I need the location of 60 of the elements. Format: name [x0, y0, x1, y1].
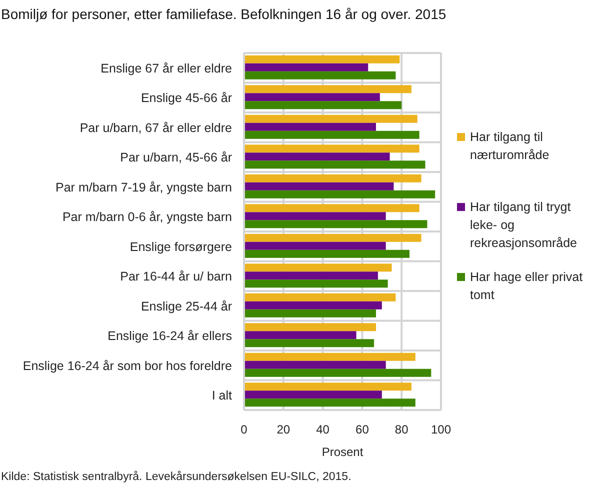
- bar: [244, 390, 382, 399]
- bar: [244, 122, 376, 131]
- bar: [244, 280, 388, 288]
- bar: [244, 250, 410, 258]
- bar: [244, 264, 392, 272]
- bar: [244, 331, 356, 340]
- x-tick-label: 80: [394, 422, 409, 437]
- x-axis-title: Prosent: [322, 445, 364, 459]
- bar: [244, 309, 376, 318]
- y-tick-label: Par 16-44 år u/ barn: [120, 270, 232, 284]
- y-tick-label: Par u/barn, 45-66 år: [120, 150, 232, 165]
- bar: [244, 398, 416, 407]
- bar: [244, 204, 420, 212]
- bar: [244, 301, 382, 310]
- y-tick-label: Enslige 25-44 år: [140, 299, 232, 314]
- x-tick-label: 60: [356, 422, 370, 437]
- y-tick-label: Enslige 16-24 år ellers: [108, 329, 232, 344]
- y-tick-label: Enslige 45-66 år: [140, 91, 232, 106]
- y-tick-label: I alt: [212, 388, 233, 403]
- bar: [244, 55, 400, 64]
- bar: [244, 63, 368, 72]
- legend-label: Har hage eller privat tomt: [470, 269, 584, 304]
- y-tick-label: Enslige 16-24 år som bor hos foreldre: [22, 358, 232, 373]
- bar: [244, 212, 386, 220]
- bar: [244, 174, 422, 182]
- bar: [244, 234, 422, 242]
- y-tick-label: Par m/barn 0-6 år, yngste barn: [62, 210, 232, 224]
- bar: [244, 93, 380, 102]
- bar: [244, 130, 420, 139]
- legend-label: Har tilgang til trygt leke- og rekreasjonsområde: [470, 199, 578, 252]
- bar: [244, 352, 416, 361]
- y-tick-label: Enslige forsørgere: [130, 240, 232, 254]
- x-tick-label: 100: [430, 422, 452, 437]
- x-tick-label: 20: [276, 422, 290, 437]
- bar: [244, 152, 390, 161]
- bar: [244, 182, 394, 190]
- chart-title: Bomiljø for personer, etter familiefase. Befolkningen 16 år og over. 2015: [1, 6, 446, 22]
- bar: [244, 339, 374, 348]
- bar: [244, 382, 412, 391]
- y-tick-label: Par m/barn 7-19 år, yngste barn: [56, 180, 232, 194]
- text: Kilde: Statistisk sentralbyrå. Levekårsundersøkelsen EU-SILC, 2015.: [1, 471, 352, 483]
- bar: [244, 101, 402, 110]
- y-tick-label: Enslige 67 år eller eldre: [100, 61, 232, 76]
- bar: [244, 190, 436, 198]
- x-tick-label: 0: [240, 422, 248, 437]
- bar: [244, 114, 418, 123]
- bar: [244, 323, 376, 332]
- bar: [244, 85, 412, 94]
- bar: [244, 272, 378, 280]
- x-tick-label: 40: [316, 422, 330, 437]
- bar: [244, 242, 386, 250]
- bar: [244, 360, 386, 369]
- y-tick-label: Par u/barn, 67 år eller eldre: [80, 120, 232, 135]
- legend-label: Har tilgang til nærturområde: [470, 129, 550, 164]
- bar: [244, 368, 432, 377]
- bar: [244, 293, 396, 302]
- bar: [244, 220, 428, 228]
- bar: [244, 160, 426, 169]
- bar: [244, 144, 420, 153]
- bar: [244, 71, 396, 80]
